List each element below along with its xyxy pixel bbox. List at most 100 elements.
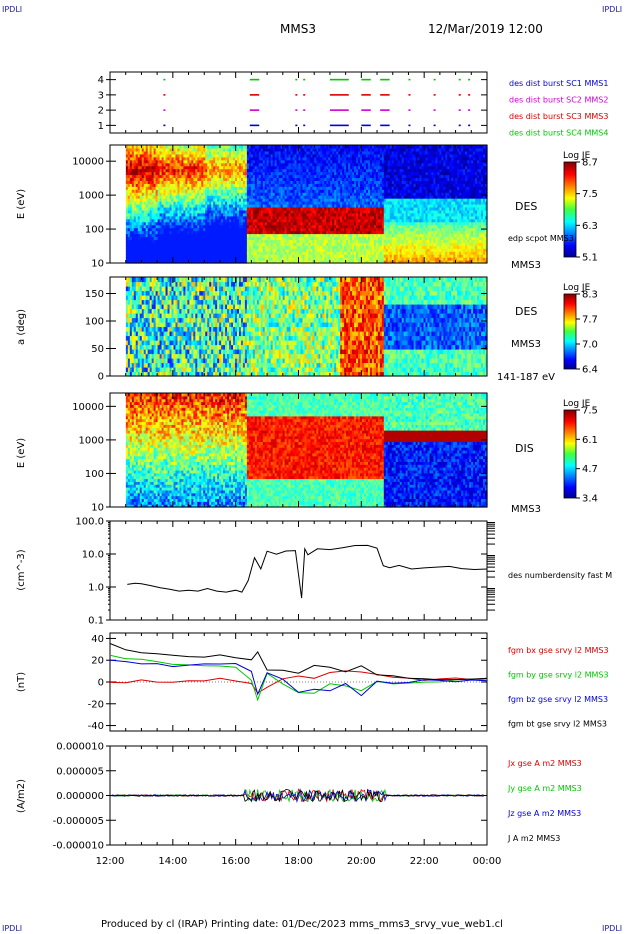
spectrogram-cell bbox=[153, 153, 157, 158]
spectrogram-cell bbox=[167, 162, 171, 167]
spectrogram-cell bbox=[129, 168, 133, 173]
spectrogram-cell bbox=[125, 153, 129, 158]
burst-interval bbox=[249, 124, 260, 127]
spectrogram-cell bbox=[165, 198, 169, 202]
spectrogram-cell bbox=[169, 168, 173, 173]
spectrogram-cell bbox=[139, 227, 143, 232]
spectrogram-cell bbox=[145, 145, 149, 149]
spectrogram-cell bbox=[147, 195, 151, 199]
spectrogram-cell bbox=[151, 145, 155, 149]
spectrogram-cell bbox=[133, 147, 137, 152]
spectrogram-cell bbox=[131, 156, 135, 161]
spectrogram-cell bbox=[125, 180, 129, 184]
spectrogram-cell bbox=[135, 147, 139, 152]
spectrogram-cell bbox=[161, 153, 165, 158]
spectrogram-cell bbox=[141, 227, 145, 232]
burst-interval bbox=[329, 78, 349, 81]
spectrogram-cell bbox=[137, 145, 141, 149]
spectrogram-cell bbox=[141, 186, 145, 190]
spectrogram-cell bbox=[163, 145, 167, 149]
spectrogram-cell bbox=[151, 171, 155, 176]
spectrogram-cell bbox=[155, 239, 159, 243]
spectrogram-cell bbox=[137, 186, 141, 190]
spectrogram-cell bbox=[171, 239, 175, 243]
spectrogram-cell bbox=[131, 186, 135, 190]
spectrogram-cell bbox=[145, 209, 149, 214]
spectrogram-cell bbox=[167, 204, 171, 208]
spectrogram-cell bbox=[139, 257, 143, 261]
spectrogram-cell bbox=[155, 233, 159, 238]
spectrogram-cell bbox=[153, 248, 157, 252]
spectrogram-cell bbox=[151, 245, 155, 249]
spectrogram-cell bbox=[155, 215, 159, 220]
spectrogram-cell bbox=[157, 233, 161, 238]
spectrogram-cell bbox=[131, 183, 135, 187]
spectrogram-cell bbox=[137, 242, 141, 246]
spectrogram-cell bbox=[171, 230, 175, 235]
spectrogram-cell bbox=[163, 165, 167, 170]
spectrogram-cell bbox=[167, 177, 171, 181]
spectrogram-cell bbox=[155, 227, 159, 232]
spectrogram-cell bbox=[157, 153, 161, 158]
spectrogram-cell bbox=[137, 153, 141, 158]
spectrogram-cell bbox=[157, 221, 161, 226]
spectrogram-cell bbox=[149, 218, 153, 223]
spectrogram-cell bbox=[165, 174, 169, 179]
spectrogram-cell bbox=[169, 186, 173, 190]
spectrogram-cell bbox=[125, 177, 129, 181]
spectrogram-cell bbox=[137, 189, 141, 193]
spectrogram-cell bbox=[169, 162, 173, 167]
spectrogram-cell bbox=[151, 186, 155, 190]
spectrogram-cell bbox=[133, 145, 137, 149]
spectrogram-cell bbox=[129, 192, 133, 196]
spectrogram-cell bbox=[145, 218, 149, 223]
spectrogram-cell bbox=[151, 242, 155, 246]
spectrogram-cell bbox=[167, 159, 171, 164]
spectrogram-cell bbox=[125, 206, 129, 211]
spectrogram-cell bbox=[129, 150, 133, 155]
spectrogram-cell bbox=[149, 233, 153, 238]
spectrogram-cell bbox=[133, 230, 137, 235]
spectrogram-cell bbox=[149, 260, 153, 264]
spectrogram-cell bbox=[141, 236, 145, 240]
spectrogram-cell bbox=[141, 174, 145, 179]
spectrogram-cell bbox=[137, 192, 141, 196]
spectrogram-cell bbox=[167, 206, 171, 211]
spectrogram-cell bbox=[143, 180, 147, 184]
spectrogram-cell bbox=[153, 257, 157, 261]
spectrogram-cell bbox=[133, 186, 137, 190]
spectrogram-cell bbox=[169, 177, 173, 181]
spectrogram-cell bbox=[161, 227, 165, 232]
spectrogram-cell bbox=[165, 248, 169, 252]
spectrogram-cell bbox=[157, 192, 161, 196]
spectrogram-cell bbox=[165, 177, 169, 181]
spectrogram-cell bbox=[171, 206, 175, 211]
spectrogram-cell bbox=[133, 159, 137, 164]
spectrogram-cell bbox=[145, 248, 149, 252]
spectrogram-cell bbox=[147, 218, 151, 223]
spectrogram-cell bbox=[147, 186, 151, 190]
spectrogram-cell bbox=[127, 236, 131, 240]
spectrogram-cell bbox=[129, 227, 133, 232]
burst-interval bbox=[380, 78, 390, 81]
spectrogram-cell bbox=[165, 221, 169, 226]
spectrogram-cell bbox=[147, 147, 151, 152]
spectrogram-cell bbox=[161, 236, 165, 240]
spectrogram-cell bbox=[129, 186, 133, 190]
spectrogram-cell bbox=[131, 162, 135, 167]
spectrogram-cell bbox=[147, 168, 151, 173]
spectrogram-cell bbox=[141, 245, 145, 249]
spectrogram-cell bbox=[167, 186, 171, 190]
spectrogram-cell bbox=[165, 257, 169, 261]
spectrogram-cell bbox=[127, 165, 131, 170]
spectrogram-cell bbox=[133, 192, 137, 196]
spectrogram-cell bbox=[159, 251, 163, 255]
spectrogram-cell bbox=[155, 153, 159, 158]
spectrogram-cell bbox=[145, 150, 149, 155]
spectrogram-cell bbox=[131, 171, 135, 176]
spectrogram-cell bbox=[151, 209, 155, 214]
spectrogram-cell bbox=[161, 201, 165, 205]
spectrogram-cell bbox=[165, 168, 169, 173]
spectrogram-cell bbox=[161, 257, 165, 261]
